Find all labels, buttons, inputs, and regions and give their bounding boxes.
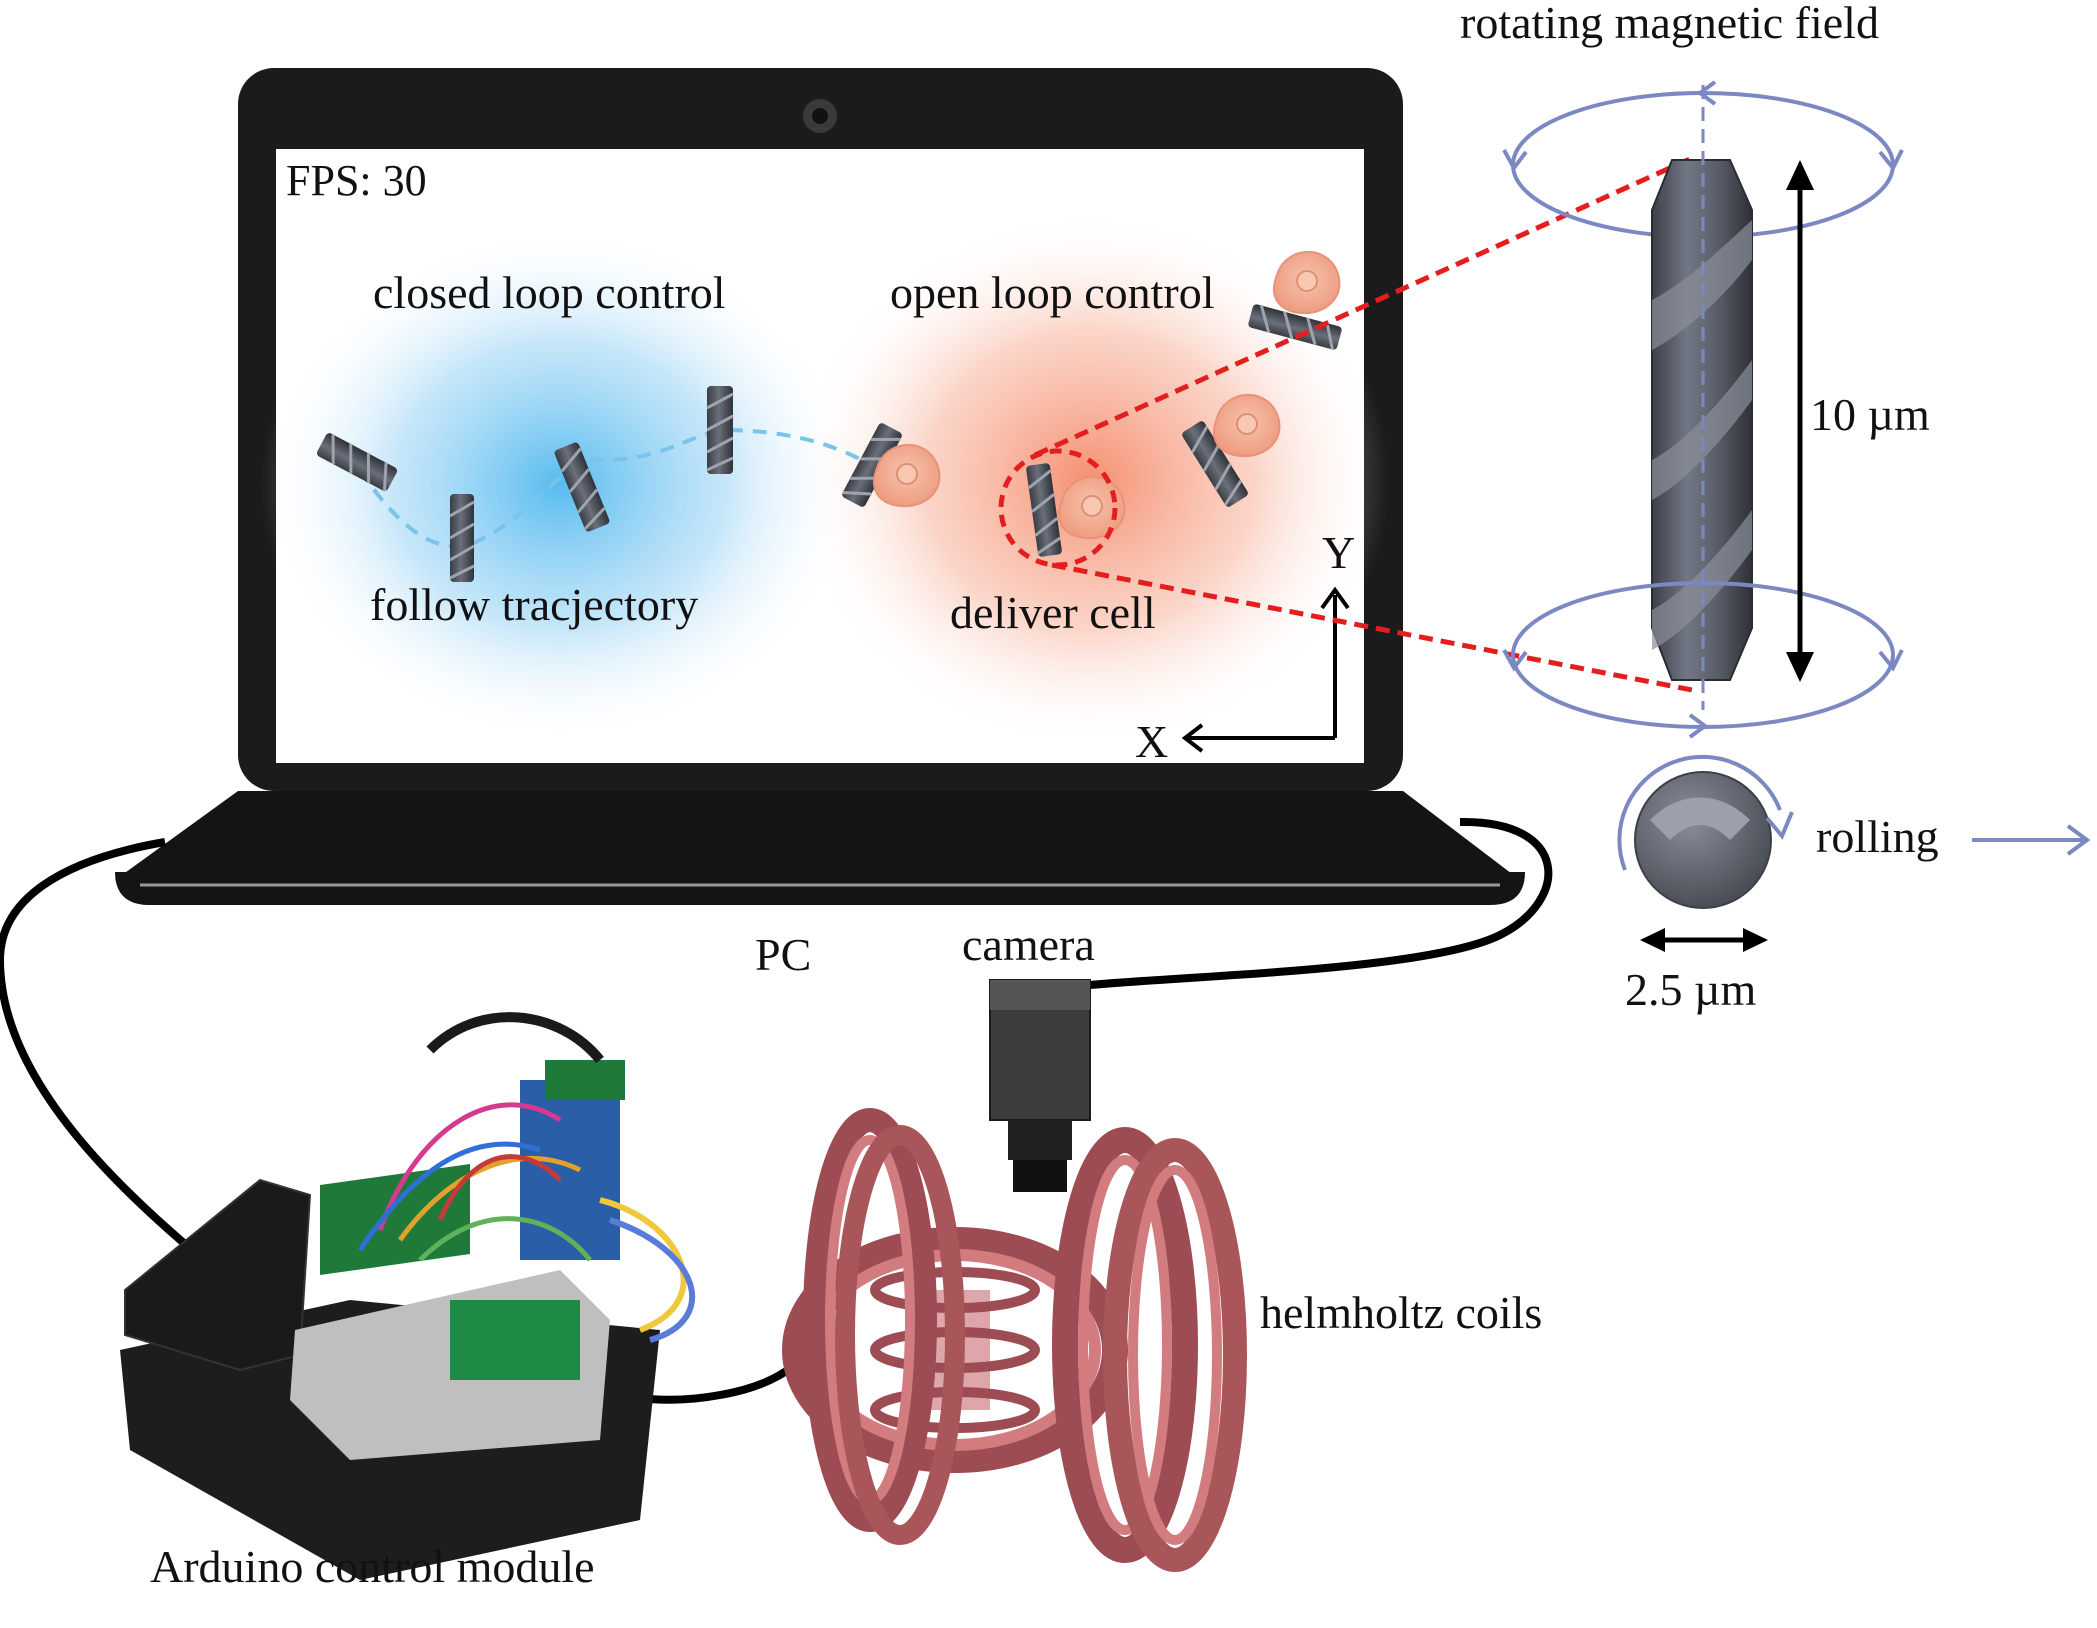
laptop-base — [115, 872, 1525, 905]
robot-cross-section — [1634, 771, 1772, 909]
camera-label: camera — [962, 919, 1095, 970]
helmholtz-coils: helmholtz coils — [782, 1108, 1542, 1572]
cell — [1058, 476, 1126, 540]
pc-label: PC — [755, 929, 811, 980]
closed-loop-glow — [260, 225, 860, 745]
coil-ring — [1103, 1138, 1247, 1572]
axis-x-label: X — [1135, 716, 1168, 767]
microrobot — [449, 494, 475, 582]
trajectory-path — [358, 427, 882, 549]
coil-ring — [835, 1125, 965, 1545]
diameter-label: 2.5 µm — [1625, 964, 1757, 1015]
length-label: 10 µm — [1810, 389, 1930, 440]
microrobot — [1026, 463, 1062, 557]
field-arrow-icon — [1696, 80, 1717, 106]
magnetic-field-diagram: rotating magnetic field 10 µm rolling — [1460, 0, 2091, 1015]
deliver-cell-label: deliver cell — [950, 587, 1156, 638]
axis-y-label: Y — [1322, 527, 1355, 578]
camera: camera — [962, 919, 1095, 1192]
follow-trajectory-label: follow tracjectory — [370, 579, 698, 630]
microrobot — [554, 442, 610, 532]
closed-loop-label: closed loop control — [373, 267, 726, 318]
rotating-field-label: rotating magnetic field — [1460, 0, 1879, 48]
camera-lens — [1013, 1160, 1067, 1192]
terminal-board — [320, 1163, 470, 1276]
coil-ring — [1052, 1127, 1198, 1563]
microrobot — [842, 423, 902, 507]
zoom-callout-lines — [1033, 155, 1694, 693]
rolling-label: rolling — [1816, 811, 1939, 862]
rolling-arrow-icon — [1617, 754, 1782, 871]
microrobot — [1248, 304, 1342, 350]
coils-label: helmholtz coils — [1260, 1287, 1542, 1338]
fps-readout: FPS: 30 — [286, 156, 427, 205]
power-box — [124, 1178, 312, 1372]
cell — [1273, 251, 1341, 315]
arduino-label: Arduino control module — [150, 1541, 595, 1592]
open-loop-label: open loop control — [890, 267, 1215, 318]
usb-cable-arduino — [0, 838, 283, 1324]
terminal-board — [450, 1300, 580, 1380]
cell — [1213, 394, 1281, 458]
microrobot — [1182, 421, 1248, 507]
coordinate-axes: Y X — [1135, 527, 1355, 767]
cell — [873, 444, 941, 508]
microrobot — [316, 433, 398, 492]
usb-cable-camera — [1089, 817, 1553, 989]
arduino-module: Arduino control module — [120, 1012, 695, 1592]
screen-content: FPS: 30 closed loop control open loop co… — [260, 156, 1390, 767]
microrobot — [706, 386, 734, 474]
laptop-deck — [115, 791, 1520, 880]
